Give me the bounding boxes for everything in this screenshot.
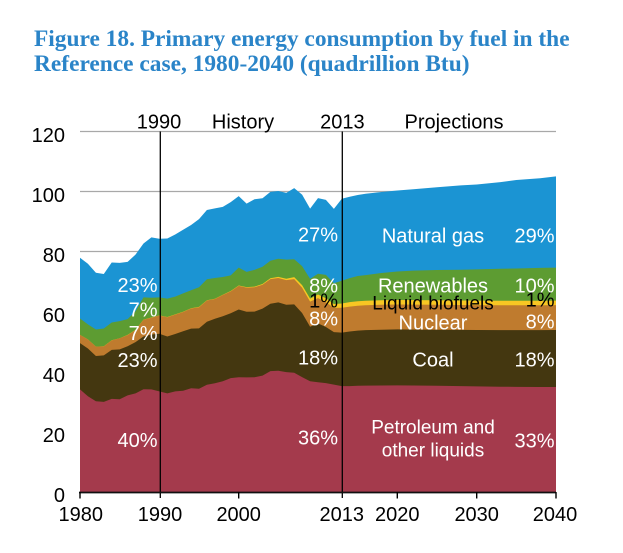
svg-text:Coal: Coal (412, 350, 453, 372)
svg-text:Natural gas: Natural gas (382, 226, 484, 248)
svg-text:0: 0 (54, 485, 65, 507)
svg-text:80: 80 (43, 245, 65, 267)
svg-text:8%: 8% (526, 312, 555, 334)
svg-text:18%: 18% (514, 350, 554, 372)
svg-text:Nuclear: Nuclear (399, 313, 468, 335)
svg-text:2013: 2013 (320, 112, 365, 134)
svg-text:29%: 29% (514, 226, 554, 248)
svg-text:Petroleum and: Petroleum and (371, 418, 495, 439)
svg-text:History: History (212, 112, 274, 134)
svg-text:18%: 18% (298, 348, 338, 370)
svg-text:40%: 40% (117, 430, 157, 452)
svg-text:2020: 2020 (375, 504, 420, 526)
svg-text:23%: 23% (117, 275, 157, 297)
svg-text:60: 60 (43, 305, 65, 327)
svg-text:other liquids: other liquids (382, 441, 484, 462)
svg-text:27%: 27% (298, 225, 338, 247)
svg-text:Liquid biofuels: Liquid biofuels (372, 294, 493, 315)
svg-text:2040: 2040 (533, 504, 578, 526)
svg-text:7%: 7% (129, 300, 158, 322)
svg-text:8%: 8% (309, 309, 338, 331)
svg-text:2030: 2030 (454, 504, 499, 526)
svg-text:8%: 8% (309, 276, 338, 298)
svg-text:7%: 7% (129, 323, 158, 345)
svg-text:120: 120 (32, 125, 65, 147)
svg-text:33%: 33% (514, 431, 554, 453)
svg-text:10%: 10% (514, 276, 554, 298)
svg-text:40: 40 (43, 365, 65, 387)
svg-text:2000: 2000 (216, 504, 261, 526)
svg-text:100: 100 (32, 185, 65, 207)
svg-text:23%: 23% (117, 350, 157, 372)
svg-text:20: 20 (43, 425, 65, 447)
svg-text:Projections: Projections (405, 112, 504, 134)
svg-text:Renewables: Renewables (378, 276, 488, 298)
svg-text:2013: 2013 (320, 504, 365, 526)
svg-text:1%: 1% (309, 291, 338, 313)
svg-text:1990: 1990 (138, 504, 183, 526)
svg-text:36%: 36% (298, 428, 338, 450)
svg-text:1990: 1990 (137, 112, 182, 134)
svg-text:1980: 1980 (59, 504, 104, 526)
svg-text:1%: 1% (526, 290, 555, 312)
